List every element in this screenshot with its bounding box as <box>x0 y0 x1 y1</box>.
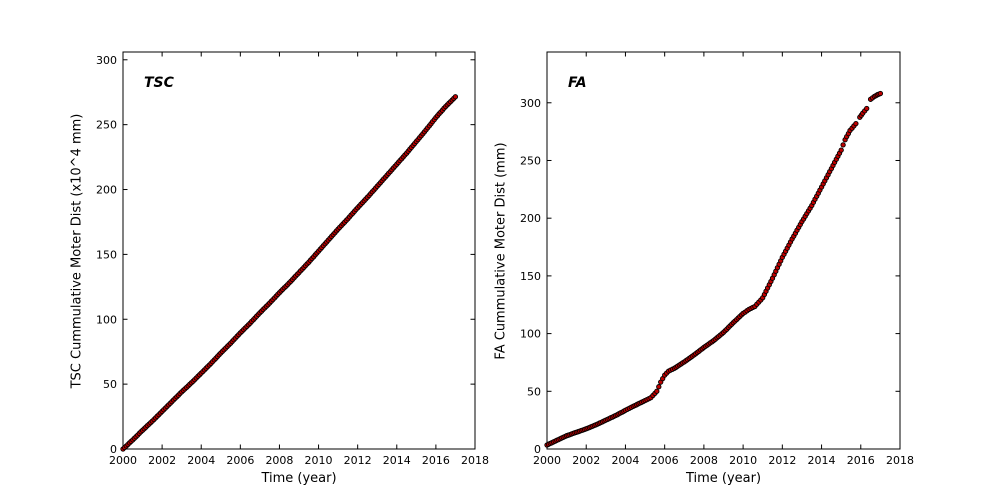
x-tick-label: 2004 <box>611 454 639 467</box>
y-tick-label: 150 <box>96 248 117 261</box>
y-tick-label: 0 <box>110 443 117 456</box>
x-tick-label: 2010 <box>305 454 333 467</box>
tsc-yaxis-label: TSC Cummulative Moter Dist (x10^4 mm) <box>69 113 85 388</box>
y-tick-label: 200 <box>520 212 541 225</box>
x-tick-label: 2012 <box>768 454 796 467</box>
x-tick-label: 2014 <box>383 454 411 467</box>
x-tick-label: 2016 <box>422 454 450 467</box>
x-tick-label: 2006 <box>651 454 679 467</box>
tsc-annotation: TSC <box>144 75 174 91</box>
y-tick-label: 0 <box>534 443 541 456</box>
fa-plot: 2000 2002 2004 2006 2008 2010 2012 2014 2016 2018… <box>520 51 914 467</box>
x-tick-label: 2008 <box>265 454 293 467</box>
y-tick-label: 50 <box>527 385 541 398</box>
fa-annotation: FA <box>568 75 587 91</box>
x-tick-label: 2000 <box>533 454 561 467</box>
tsc-tick-labels: 2000 2002 2004 2006 2008 2010 2012 2014 2016 2018… <box>96 54 489 467</box>
x-tick-label: 2002 <box>572 454 600 467</box>
x-tick-label: 2006 <box>226 454 254 467</box>
x-tick-label: 2018 <box>461 454 489 467</box>
y-tick-label: 50 <box>103 378 117 391</box>
fa-ticks <box>546 52 901 450</box>
tsc-plot: 2000 2002 2004 2006 2008 2010 2012 2014 2016 2018… <box>96 51 489 467</box>
y-tick-label: 150 <box>520 270 541 283</box>
tsc-xaxis-label: Time (year) <box>261 471 337 486</box>
x-tick-label: 2004 <box>187 454 215 467</box>
x-tick-label: 2012 <box>344 454 372 467</box>
x-tick-label: 2002 <box>148 454 176 467</box>
fa-axes-frame <box>546 51 901 450</box>
x-tick-label: 2018 <box>886 454 914 467</box>
fa-data-points <box>544 90 884 448</box>
fa-xaxis-label: Time (year) <box>685 471 762 486</box>
x-tick-label: 2000 <box>109 454 137 467</box>
y-tick-label: 100 <box>96 313 117 326</box>
tsc-data-points <box>120 94 459 452</box>
y-tick-label: 250 <box>96 119 117 132</box>
x-tick-label: 2010 <box>729 454 757 467</box>
y-tick-label: 250 <box>520 154 541 167</box>
fa-yaxis-label: FA Cummulative Moter Dist (mm) <box>493 141 509 360</box>
y-tick-label: 100 <box>520 328 541 341</box>
tsc-ticks <box>122 52 476 450</box>
y-tick-label: 300 <box>96 54 117 67</box>
tsc-axes-frame <box>122 51 476 450</box>
x-tick-label: 2008 <box>690 454 718 467</box>
fa-tick-labels: 2000 2002 2004 2006 2008 2010 2012 2014 2016 2018… <box>520 97 914 467</box>
x-tick-label: 2016 <box>847 454 875 467</box>
y-tick-label: 200 <box>96 184 117 197</box>
y-tick-label: 300 <box>520 97 541 110</box>
x-tick-label: 2014 <box>808 454 836 467</box>
